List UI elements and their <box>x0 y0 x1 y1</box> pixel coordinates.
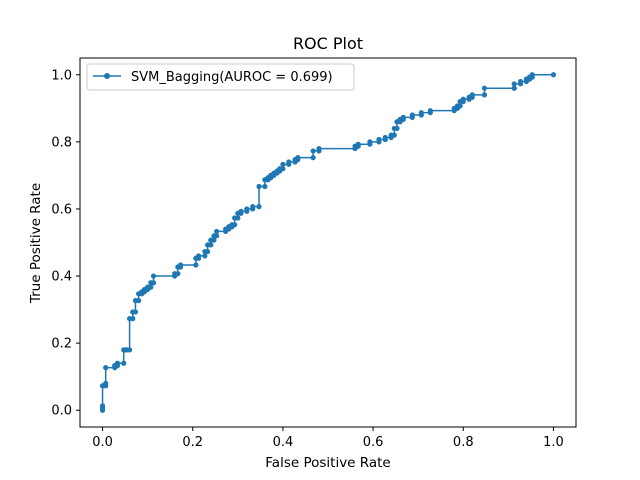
axes-frame <box>79 57 577 428</box>
data-point <box>175 271 181 277</box>
chart-title: ROC Plot <box>293 34 363 53</box>
data-point <box>150 280 157 286</box>
data-point <box>214 228 220 235</box>
data-point <box>114 360 121 366</box>
data-point <box>208 242 214 248</box>
x-tick-label: 0.2 <box>182 435 203 450</box>
data-point <box>150 273 157 279</box>
data-point <box>286 159 292 165</box>
data-point <box>103 380 109 386</box>
legend-box <box>86 63 355 91</box>
data-point <box>418 110 424 116</box>
data-point <box>177 262 184 268</box>
data-point <box>238 208 244 214</box>
x-tick-label: 1.0 <box>543 435 564 450</box>
data-point <box>517 78 524 85</box>
x-ticks: 0.0 0.2 0.4 0.6 0.8 1.0 <box>92 427 564 450</box>
data-point <box>481 92 488 98</box>
data-point <box>409 112 415 118</box>
x-axis-label: False Positive Rate <box>265 455 390 471</box>
data-point <box>310 155 316 161</box>
data-point <box>205 248 211 255</box>
data-point <box>121 360 127 366</box>
y-tick-label: 0.6 <box>51 202 72 217</box>
legend-entry-label: SVM_Bagging(AUROC = 0.699) <box>131 70 333 85</box>
data-point <box>460 96 466 102</box>
data-point <box>127 347 133 353</box>
data-point <box>394 125 400 132</box>
data-point <box>148 284 154 290</box>
legend: SVM_Bagging(AUROC = 0.699) <box>86 63 355 91</box>
data-point <box>427 108 433 114</box>
data-point <box>103 365 109 371</box>
data-point <box>262 183 268 190</box>
x-tick-label: 0.4 <box>273 435 294 450</box>
data-point <box>529 72 535 78</box>
y-tick-label: 0.8 <box>51 135 72 150</box>
data-point <box>310 148 316 154</box>
data-point <box>280 161 286 167</box>
data-point <box>382 134 388 141</box>
data-point <box>193 262 199 268</box>
data-point <box>132 309 139 315</box>
data-point <box>235 215 241 221</box>
data-point <box>280 166 286 172</box>
x-tick-label: 0.6 <box>363 435 384 450</box>
y-axis-label: True Positive Rate <box>28 183 44 304</box>
data-point <box>214 233 220 239</box>
data-point <box>195 253 202 259</box>
data-point <box>355 141 361 147</box>
data-point <box>469 92 475 98</box>
data-point <box>391 132 397 138</box>
data-point <box>367 139 373 145</box>
data-point <box>244 206 250 212</box>
legend-marker-icon <box>104 73 110 79</box>
y-tick-label: 0.4 <box>51 270 72 285</box>
data-point <box>136 297 142 304</box>
data-point <box>130 316 136 322</box>
plot-marks <box>99 72 557 413</box>
data-point <box>376 136 382 143</box>
data-point <box>256 204 262 210</box>
data-point <box>250 204 256 210</box>
y-tick-label: 0.2 <box>51 337 72 352</box>
data-point <box>550 72 557 78</box>
data-point <box>457 103 463 109</box>
x-tick-label: 0.8 <box>453 435 474 450</box>
data-point <box>202 253 208 259</box>
x-tick-label: 0.0 <box>92 435 113 450</box>
y-ticks: 0.0 0.2 0.4 0.6 0.8 1.0 <box>51 68 80 419</box>
data-point <box>316 145 322 152</box>
y-tick-label: 1.0 <box>51 68 72 83</box>
data-point <box>99 403 106 409</box>
data-point <box>295 155 301 161</box>
data-point <box>481 85 488 91</box>
data-point <box>511 85 517 91</box>
data-point <box>256 183 262 190</box>
y-tick-label: 0.0 <box>51 404 72 419</box>
data-point <box>211 237 217 243</box>
data-point <box>400 114 406 120</box>
data-point <box>511 81 517 87</box>
data-point <box>232 222 238 228</box>
